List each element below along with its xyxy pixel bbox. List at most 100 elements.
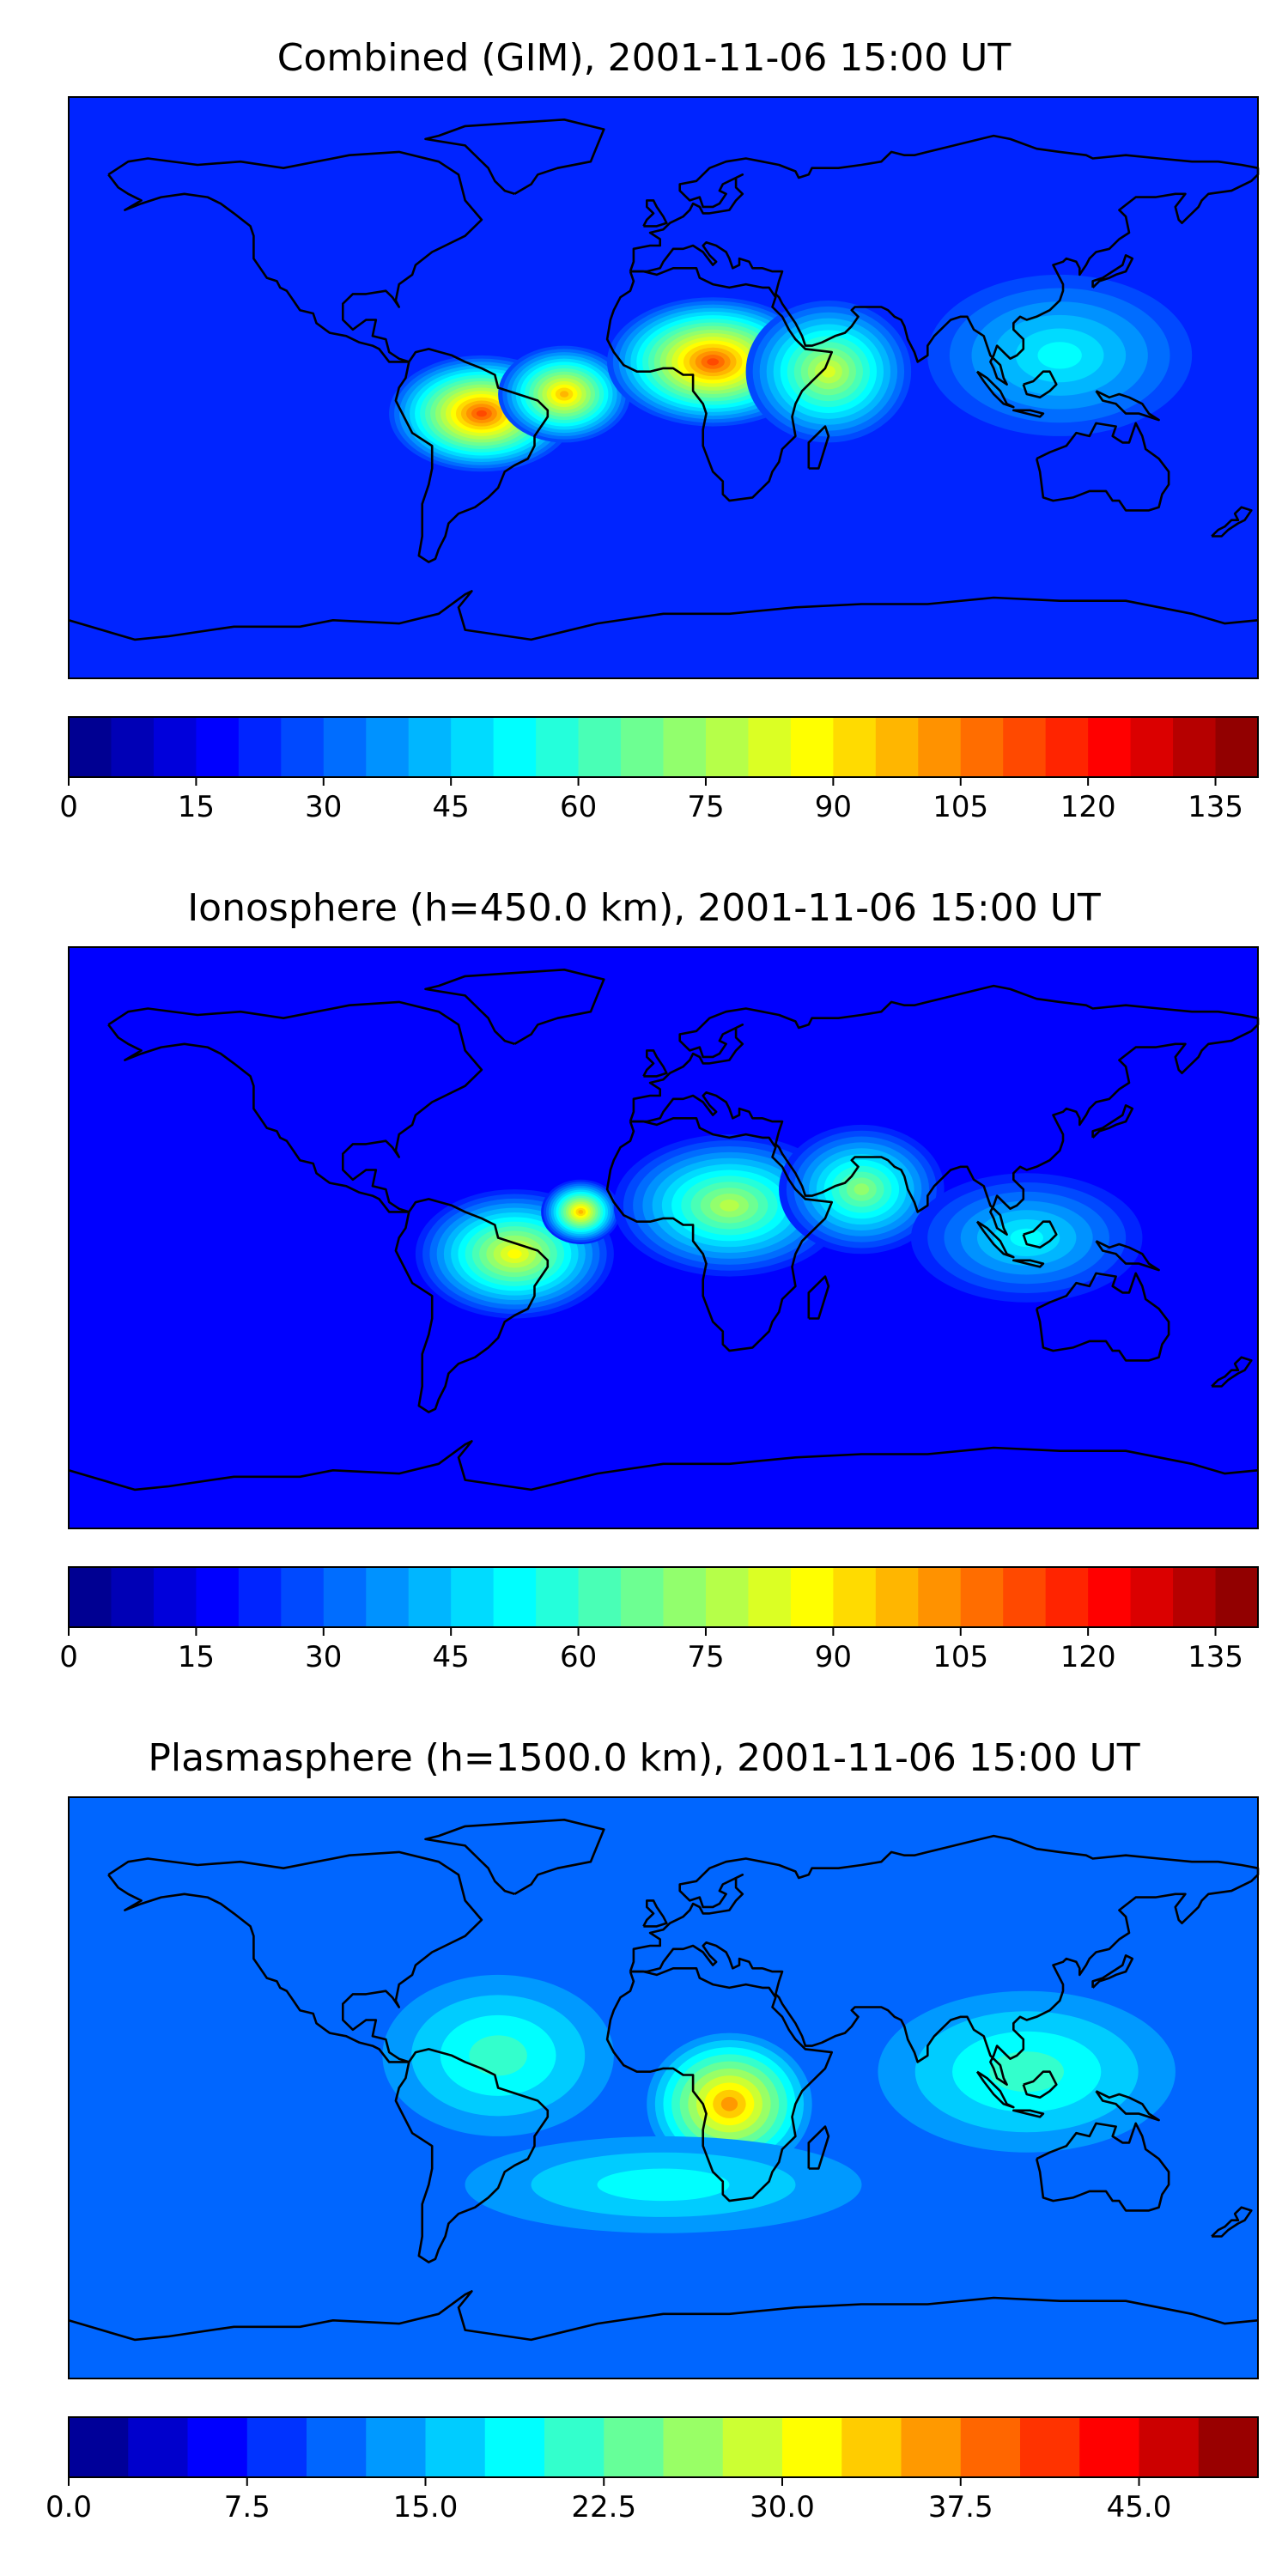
coastline <box>1035 1272 1170 1362</box>
colorbar-segment <box>790 717 834 777</box>
colorbar-segment <box>1020 2417 1080 2477</box>
global-map <box>68 946 1260 1529</box>
colorbar-segment <box>281 717 325 777</box>
colorbar-segment <box>875 717 919 777</box>
coastline <box>1091 1954 1134 1989</box>
coastline <box>1035 422 1170 512</box>
coastline <box>1022 1220 1058 1249</box>
colorbar-segment <box>663 717 707 777</box>
coastline <box>807 425 830 470</box>
colorbar-segment <box>1088 1567 1132 1627</box>
coastline <box>424 968 605 1046</box>
colorbar-segment <box>1130 717 1174 777</box>
panel-title: Combined (GIM), 2001-11-06 15:00 UT <box>277 36 1012 80</box>
tec-contour <box>720 1199 739 1212</box>
coastline <box>629 1834 1260 2087</box>
colorbar-segment <box>493 1567 537 1627</box>
coastline <box>1211 2206 1253 2238</box>
colorbar-segment <box>782 2417 842 2477</box>
coastline <box>642 1049 668 1078</box>
colorbar-segment <box>1215 717 1259 777</box>
colorbar-tick-label: 30 <box>305 790 342 824</box>
colorbar-segment <box>960 1567 1004 1627</box>
colorbar-segment <box>111 717 155 777</box>
colorbar-segment <box>484 2417 545 2477</box>
colorbar-segment <box>69 2417 129 2477</box>
colorbar-tick-label: 60 <box>560 1640 597 1674</box>
colorbar-segment <box>901 2417 962 2477</box>
colorbar-tick-label: 120 <box>1060 790 1116 824</box>
colorbar-segment <box>705 1567 750 1627</box>
tec-contour <box>1010 1228 1043 1248</box>
tec-field <box>69 947 1258 1528</box>
coastline <box>107 150 550 563</box>
colorbar-segment <box>918 717 962 777</box>
coastline <box>1095 2090 1160 2122</box>
colorbar-segment <box>281 1567 325 1627</box>
tec-contour <box>559 391 569 398</box>
colorbar-segment <box>960 2417 1021 2477</box>
tec-field <box>69 97 1258 678</box>
colorbar-tick-label: 75 <box>687 1640 724 1674</box>
colorbar-segment <box>1198 2417 1259 2477</box>
colorbar-frame <box>68 716 1259 778</box>
coastline <box>1022 370 1058 399</box>
global-map <box>68 1796 1260 2379</box>
tec-contour <box>476 410 487 417</box>
colorbar: 0 15 30 45 60 75 90 105 120 135 <box>59 1566 1259 1674</box>
colorbar-segment <box>111 1567 155 1627</box>
coastline <box>642 1899 668 1928</box>
colorbar-tick-label: 0.0 <box>46 2490 92 2524</box>
colorbar-segment <box>153 717 197 777</box>
coastline <box>807 2125 830 2170</box>
colorbar-segment <box>621 717 665 777</box>
colorbar-segment <box>408 1567 452 1627</box>
colorbar-segment <box>238 717 282 777</box>
colorbar-tick-label: 37.5 <box>928 2490 993 2524</box>
colorbar-segment <box>1003 717 1047 777</box>
coastline <box>1095 1240 1160 1272</box>
colorbar-segment <box>544 2417 605 2477</box>
coastline <box>1091 254 1134 289</box>
colorbar-segment <box>1079 2417 1140 2477</box>
colorbar-segment <box>366 1567 410 1627</box>
colorbar-segment <box>238 1567 282 1627</box>
panel-ionosphere: Ionosphere (h=450.0 km), 2001-11-06 15:0… <box>59 886 1260 1674</box>
tec-contour <box>507 1249 522 1259</box>
colorbar-tick-label: 135 <box>1188 1640 1243 1674</box>
colorbar-segment <box>366 2417 427 2477</box>
global-map <box>68 96 1260 679</box>
colorbar-segment <box>604 2417 665 2477</box>
colorbar-segment <box>246 2417 307 2477</box>
colorbar-segment <box>833 717 877 777</box>
colorbar-tick-label: 45 <box>433 790 470 824</box>
colorbar-segment <box>918 1567 962 1627</box>
map-frame <box>68 1796 1259 2379</box>
tec-contour <box>597 2168 730 2202</box>
colorbar-segment <box>451 717 495 777</box>
colorbar-segment <box>69 1567 112 1627</box>
colorbar-tick-label: 0 <box>59 1640 78 1674</box>
colorbar-frame <box>68 1566 1259 1628</box>
colorbar-segment <box>621 1567 665 1627</box>
coastline <box>975 370 1015 409</box>
colorbar-segment <box>536 717 580 777</box>
colorbar-segment <box>187 2417 248 2477</box>
map-frame <box>68 96 1259 679</box>
tec-contour <box>707 358 720 366</box>
colorbar-segment <box>1003 1567 1047 1627</box>
coastline <box>68 1440 1259 1492</box>
coastline <box>642 199 668 228</box>
colorbar-segment <box>663 1567 707 1627</box>
colorbar-frame <box>68 2416 1259 2478</box>
colorbar-segment <box>790 1567 834 1627</box>
coastline <box>1022 2070 1058 2099</box>
colorbar-tick-label: 15 <box>178 1640 215 1674</box>
coastlines <box>68 968 1260 1492</box>
colorbar-tick-label: 7.5 <box>224 2490 270 2524</box>
colorbar-segment <box>833 1567 877 1627</box>
panel-title: Plasmasphere (h=1500.0 km), 2001-11-06 1… <box>148 1736 1139 1780</box>
coastline <box>1211 1356 1253 1388</box>
colorbar-segment <box>408 717 452 777</box>
tec-contour <box>469 2035 527 2076</box>
